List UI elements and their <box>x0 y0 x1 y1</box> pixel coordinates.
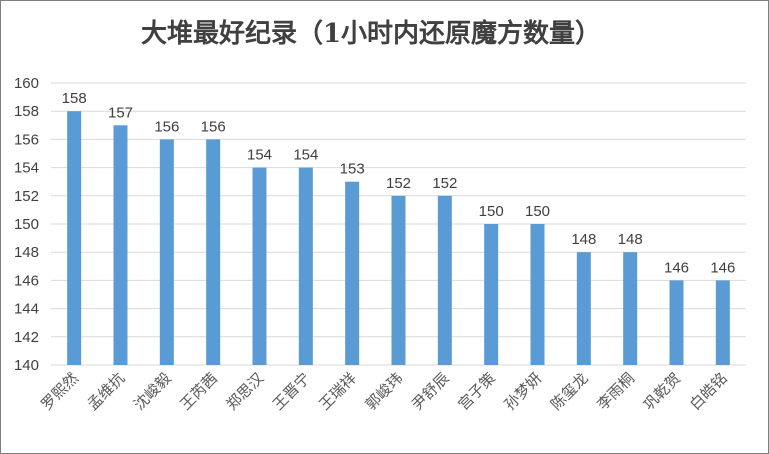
x-category-label: 尹舒辰 <box>408 369 453 414</box>
data-labels: 158 157 156 156 154 154 153 152 152 150 150 148 148 1… <box>62 90 736 276</box>
x-category-label: 李雨桐 <box>593 369 638 414</box>
data-label: 152 <box>386 175 411 192</box>
data-label: 157 <box>108 104 133 121</box>
y-axis-ticks: 140 142 144 146 148 150 152 154 156 158 160 <box>14 75 39 374</box>
bar <box>715 280 730 365</box>
data-label: 146 <box>664 259 689 276</box>
y-tick-label: 154 <box>14 160 39 177</box>
bar <box>113 125 128 365</box>
y-tick-label: 150 <box>14 216 39 233</box>
bar <box>252 167 267 365</box>
y-tick-label: 160 <box>14 75 39 92</box>
x-category-label: 王晋宁 <box>269 369 314 414</box>
bar <box>484 224 499 365</box>
x-category-label: 孙梦妍 <box>501 369 546 414</box>
data-label: 146 <box>710 259 735 276</box>
y-tick-label: 144 <box>14 301 39 318</box>
bar <box>623 252 638 365</box>
bar <box>530 224 545 365</box>
bar <box>345 181 360 365</box>
x-category-label: 王瑞祥 <box>315 369 360 414</box>
x-category-label: 王芮茜 <box>176 369 221 414</box>
data-label: 150 <box>479 203 504 220</box>
x-category-label: 罗熙然 <box>37 369 82 414</box>
bar <box>159 139 174 365</box>
y-tick-label: 148 <box>14 244 39 261</box>
data-label: 150 <box>525 203 550 220</box>
bar <box>67 111 82 365</box>
bar <box>437 195 452 365</box>
y-tick-label: 140 <box>14 357 39 374</box>
bars <box>67 111 730 365</box>
x-axis-categories: 罗熙然 孟维抗 沈峻毅 王芮茜 郑思汉 王晋宁 王瑞祥 郭峻玮 尹舒辰 宫子策 孙梦妍 陈玺龙 李雨桐巩… <box>37 369 730 414</box>
data-label: 158 <box>62 90 87 107</box>
bar <box>576 252 591 365</box>
chart-title: 大堆最好纪录（1小时内还原魔方数量） <box>141 18 601 49</box>
data-label: 156 <box>154 118 179 135</box>
y-tick-label: 158 <box>14 103 39 120</box>
data-label: 154 <box>293 147 318 164</box>
x-category-label: 沈峻毅 <box>130 369 175 414</box>
y-tick-label: 146 <box>14 272 39 289</box>
bar <box>669 280 684 365</box>
y-tick-label: 156 <box>14 131 39 148</box>
data-label: 148 <box>618 231 643 248</box>
bar <box>298 167 313 365</box>
y-tick-label: 152 <box>14 188 39 205</box>
bar <box>391 195 406 365</box>
data-label: 153 <box>340 161 365 178</box>
y-tick-label: 142 <box>14 329 39 346</box>
x-category-label: 郭峻玮 <box>362 369 407 414</box>
x-category-label: 孟维抗 <box>84 369 129 414</box>
data-label: 152 <box>432 175 457 192</box>
x-category-label: 巩乾贺 <box>640 369 685 414</box>
data-label: 156 <box>201 118 226 135</box>
data-label: 154 <box>247 147 272 164</box>
x-category-label: 陈玺龙 <box>547 369 592 414</box>
bar <box>206 139 221 365</box>
x-category-label: 郑思汉 <box>223 369 268 414</box>
x-category-label: 宫子策 <box>454 369 499 414</box>
data-label: 148 <box>571 231 596 248</box>
x-category-label: 白皓铭 <box>686 369 731 414</box>
